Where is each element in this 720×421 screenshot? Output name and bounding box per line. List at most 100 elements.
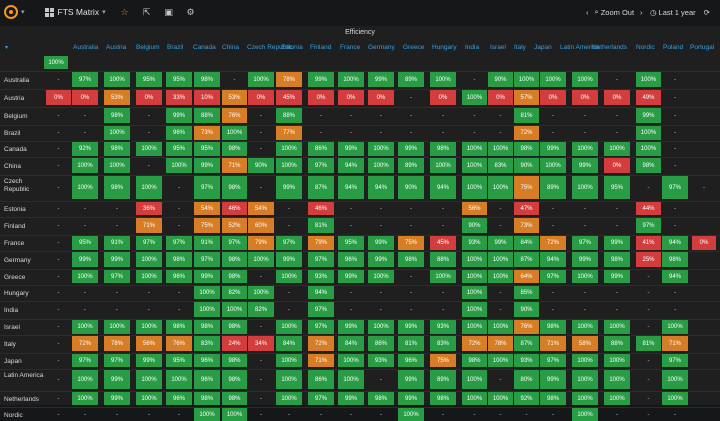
matrix-cell[interactable]: 99%	[368, 72, 394, 87]
matrix-cell[interactable]: 98%	[222, 270, 247, 283]
matrix-cell[interactable]: -	[616, 411, 618, 418]
matrix-cell[interactable]: 99%	[604, 270, 630, 283]
matrix-cell[interactable]: 100%	[488, 142, 513, 156]
matrix-cell[interactable]: 87%	[514, 336, 539, 351]
matrix-cell[interactable]: 98%	[430, 142, 456, 156]
matrix-cell[interactable]: -	[380, 376, 382, 383]
matrix-cell[interactable]: 100%	[462, 252, 487, 267]
time-range-button[interactable]: Last 1 year	[658, 7, 696, 17]
matrix-cell[interactable]: 53%	[222, 90, 247, 105]
matrix-cell[interactable]: -	[674, 130, 676, 136]
matrix-cell[interactable]: 100%	[276, 320, 302, 334]
matrix-cell[interactable]: -	[442, 289, 444, 296]
matrix-cell[interactable]: -	[84, 411, 86, 418]
column-header[interactable]: Portugal	[690, 44, 715, 51]
matrix-cell[interactable]: 94%	[430, 176, 456, 199]
matrix-cell[interactable]: 94%	[662, 236, 688, 250]
matrix-cell[interactable]: 93%	[462, 236, 487, 250]
matrix-cell[interactable]: 99%	[276, 176, 302, 199]
matrix-cell[interactable]: -	[350, 112, 352, 119]
matrix-cell[interactable]: -	[410, 94, 412, 101]
matrix-cell[interactable]: 99%	[308, 72, 334, 87]
matrix-cell[interactable]: -	[552, 112, 554, 119]
matrix-cell[interactable]: 53%	[104, 90, 130, 105]
matrix-cell[interactable]: 100%	[462, 392, 487, 405]
matrix-cell[interactable]: 54%	[248, 202, 274, 215]
matrix-cell[interactable]: 100%	[604, 142, 630, 156]
matrix-cell[interactable]: 100%	[462, 286, 487, 299]
matrix-cell[interactable]: -	[674, 306, 676, 313]
column-header[interactable]: Belgium	[136, 44, 160, 51]
matrix-cell[interactable]: 99%	[166, 108, 192, 123]
matrix-cell[interactable]: 72%	[72, 336, 98, 351]
matrix-cell[interactable]: -	[410, 130, 412, 136]
matrix-cell[interactable]: 76%	[514, 320, 539, 334]
matrix-cell[interactable]: 99%	[72, 252, 98, 267]
matrix-cell[interactable]: 100%	[604, 370, 630, 389]
matrix-cell[interactable]: 97%	[72, 354, 98, 367]
matrix-cell[interactable]: 89%	[430, 370, 456, 389]
matrix-cell[interactable]: 100%	[338, 354, 364, 367]
matrix-cell[interactable]: 49%	[636, 90, 661, 105]
matrix-cell[interactable]: 98%	[104, 176, 130, 199]
matrix-cell[interactable]: -	[57, 376, 60, 383]
matrix-cell[interactable]: 89%	[398, 72, 424, 87]
matrix-cell[interactable]: -	[499, 112, 502, 119]
matrix-cell[interactable]: 97%	[662, 176, 688, 199]
dashboard-title-caret-icon[interactable]: ▾	[102, 9, 106, 16]
matrix-cell[interactable]: -	[148, 411, 150, 418]
matrix-cell[interactable]: -	[584, 222, 586, 229]
matrix-cell[interactable]: 33%	[166, 90, 192, 105]
matrix-cell[interactable]: -	[616, 289, 618, 296]
matrix-cell[interactable]: 100%	[276, 158, 302, 173]
column-header[interactable]: Germany	[368, 44, 395, 51]
matrix-cell[interactable]: -	[116, 306, 118, 313]
matrix-cell[interactable]: 45%	[276, 90, 302, 105]
matrix-cell[interactable]: -	[178, 289, 180, 296]
matrix-cell[interactable]: 95%	[166, 354, 192, 367]
matrix-cell[interactable]: 98%	[514, 142, 539, 156]
matrix-cell[interactable]: 100%	[572, 408, 598, 421]
matrix-cell[interactable]: 41%	[636, 236, 661, 250]
matrix-cell[interactable]: 86%	[308, 142, 334, 156]
matrix-cell[interactable]: 73%	[194, 126, 220, 140]
matrix-cell[interactable]: 100%	[136, 392, 162, 405]
matrix-cell[interactable]: 24%	[222, 336, 247, 351]
matrix-cell[interactable]: 94%	[662, 270, 688, 283]
matrix-cell[interactable]: 95%	[166, 72, 192, 87]
matrix-cell[interactable]: 71%	[662, 336, 688, 351]
matrix-cell[interactable]: -	[84, 130, 86, 136]
matrix-cell[interactable]: 100%	[136, 252, 162, 267]
matrix-cell[interactable]: 100%	[276, 270, 302, 283]
matrix-cell[interactable]: 99%	[540, 142, 566, 156]
matrix-cell[interactable]: -	[647, 357, 650, 364]
matrix-cell[interactable]: 84%	[338, 336, 364, 351]
matrix-cell[interactable]: -	[57, 162, 60, 169]
matrix-cell[interactable]: -	[260, 395, 262, 402]
matrix-cell[interactable]: 87%	[308, 176, 334, 199]
matrix-cell[interactable]: 25%	[636, 252, 661, 267]
matrix-cell[interactable]: -	[442, 222, 444, 229]
matrix-cell[interactable]: 100%	[604, 354, 630, 367]
matrix-cell[interactable]: 71%	[222, 158, 247, 173]
matrix-cell[interactable]: -	[260, 376, 262, 383]
matrix-cell[interactable]: 98%	[540, 392, 566, 405]
matrix-cell[interactable]: -	[647, 306, 650, 313]
matrix-cell[interactable]: 98%	[194, 392, 220, 405]
grafana-logo-icon[interactable]	[4, 5, 18, 19]
zoom-out-button[interactable]: Zoom Out	[600, 7, 635, 17]
matrix-cell[interactable]: 98%	[166, 320, 192, 334]
matrix-cell[interactable]: -	[499, 376, 502, 383]
matrix-cell[interactable]: 100%	[104, 72, 130, 87]
matrix-cell[interactable]: 98%	[222, 370, 247, 389]
matrix-cell[interactable]: 100%	[248, 252, 274, 267]
matrix-cell[interactable]: 79%	[308, 236, 334, 250]
matrix-cell[interactable]: 98%	[104, 108, 130, 123]
matrix-cell[interactable]: 10%	[194, 90, 220, 105]
matrix-cell[interactable]: 100%	[430, 72, 456, 87]
matrix-cell[interactable]: 99%	[338, 270, 364, 283]
matrix-cell[interactable]: 71%	[308, 354, 334, 367]
matrix-cell[interactable]: 100%	[136, 370, 162, 389]
matrix-cell[interactable]: -	[57, 411, 60, 418]
matrix-cell[interactable]: 97%	[540, 270, 566, 283]
